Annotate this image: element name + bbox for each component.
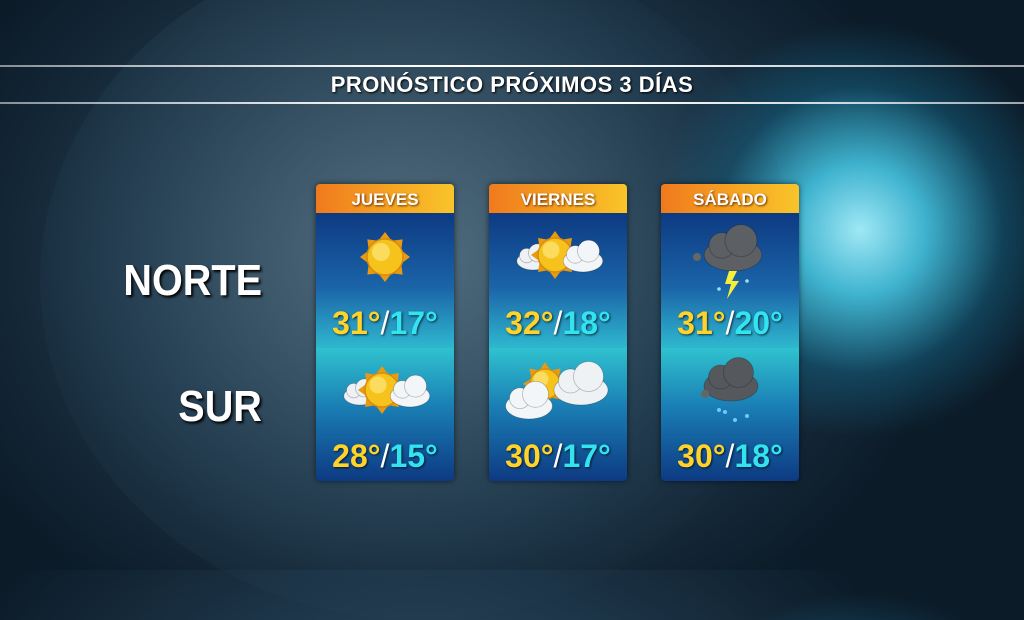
low-temp: 15° [389, 438, 438, 474]
temp-separator: / [553, 438, 563, 474]
region-label-sur: SUR [178, 382, 262, 431]
day-header: JUEVES [316, 184, 454, 213]
forecast-sur: 28°/15° [316, 348, 454, 481]
high-temp: 31° [677, 305, 726, 341]
page-title: PRONÓSTICO PRÓXIMOS 3 DÍAS [330, 72, 694, 97]
forecast-norte: 32°/18° [489, 213, 627, 348]
partly-cloudy-icon [516, 231, 604, 279]
forecast-sur: 30°/17° [489, 348, 627, 481]
temperature-range: 30°/17° [489, 438, 627, 475]
low-temp: 20° [734, 305, 783, 341]
temperature-range: 30°/18° [661, 438, 799, 475]
partly-cloudy-icon [343, 366, 431, 414]
rain-icon [701, 357, 759, 422]
day-card: JUEVES 31°/17° 28°/15° [316, 184, 454, 481]
high-temp: 32° [505, 305, 554, 341]
temp-separator: / [380, 305, 390, 341]
high-temp: 31° [332, 305, 381, 341]
low-temp: 17° [389, 305, 438, 341]
temperature-range: 31°/20° [661, 305, 799, 342]
region-label-norte: NORTE [123, 256, 262, 305]
title-rule-bottom [0, 102, 1024, 104]
day-header: VIERNES [489, 184, 627, 213]
temperature-range: 31°/17° [316, 305, 454, 342]
forecast-sur: 30°/18° [661, 348, 799, 481]
thunderstorm-icon [693, 224, 763, 299]
low-temp: 18° [734, 438, 783, 474]
temp-separator: / [553, 305, 563, 341]
forecast-norte: 31°/17° [316, 213, 454, 348]
day-header: SÁBADO [661, 184, 799, 213]
temperature-range: 32°/18° [489, 305, 627, 342]
high-temp: 28° [332, 438, 381, 474]
sunny-icon [360, 232, 410, 282]
day-card: VIERNES 32°/18° 30°/17° [489, 184, 627, 481]
mostly-cloudy-icon [505, 361, 609, 420]
temp-separator: / [725, 305, 735, 341]
forecast-norte: 31°/20° [661, 213, 799, 348]
low-temp: 18° [562, 305, 611, 341]
temp-separator: / [725, 438, 735, 474]
temperature-range: 28°/15° [316, 438, 454, 475]
high-temp: 30° [677, 438, 726, 474]
day-card: SÁBADO 31°/20° 30°/18° [661, 184, 799, 481]
low-temp: 17° [562, 438, 611, 474]
title-rule-top [0, 65, 1024, 67]
temp-separator: / [380, 438, 390, 474]
high-temp: 30° [505, 438, 554, 474]
